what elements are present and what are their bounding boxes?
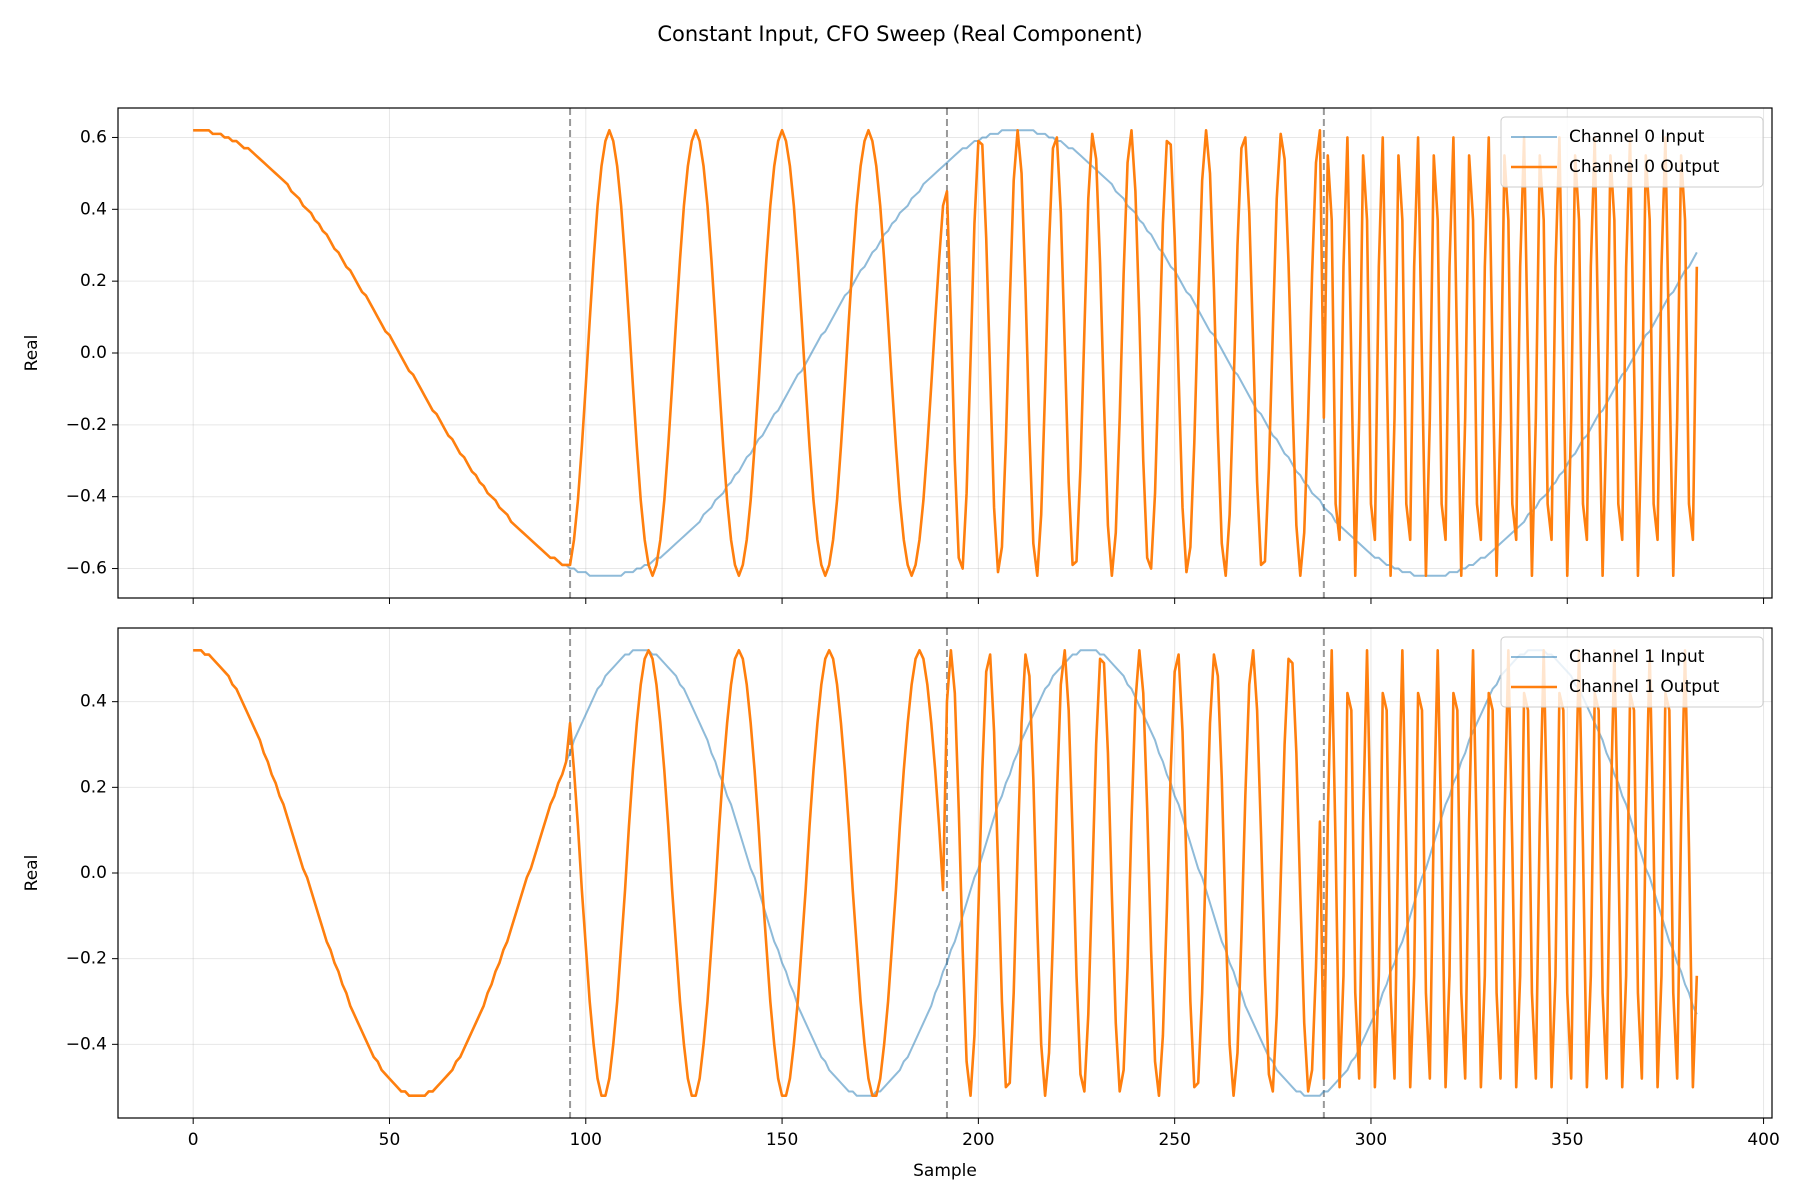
y-tick-label: −0.2 — [66, 949, 107, 969]
x-tick-label: 300 — [1355, 1130, 1387, 1150]
x-tick-label: 350 — [1551, 1130, 1583, 1150]
x-tick-label: 250 — [1158, 1130, 1190, 1150]
chart-title: Constant Input, CFO Sweep (Real Componen… — [657, 22, 1142, 46]
y-tick-label: −0.4 — [66, 1034, 107, 1054]
x-tick-label: 200 — [962, 1130, 994, 1150]
y-tick-label: −0.2 — [66, 415, 107, 435]
legend: Channel 0 Input Channel 0 Output — [1500, 116, 1764, 188]
y-axis-label: Real — [22, 335, 42, 372]
legend-label: Channel 1 Output — [1569, 677, 1720, 697]
x-tick-label: 400 — [1747, 1130, 1779, 1150]
x-tick-label: 0 — [188, 1130, 199, 1150]
y-tick-label: −0.4 — [66, 487, 107, 507]
legend: Channel 1 Input Channel 1 Output — [1500, 636, 1764, 708]
legend-label: Channel 1 Input — [1569, 647, 1705, 667]
x-tick-label: 100 — [570, 1130, 602, 1150]
y-tick-label: 0.0 — [80, 863, 107, 883]
y-tick-label: 0.4 — [80, 692, 107, 712]
x-tick-label: 150 — [766, 1130, 798, 1150]
legend-label: Channel 0 Output — [1569, 157, 1720, 177]
y-tick-label: 0.4 — [80, 199, 107, 219]
y-tick-label: 0.2 — [80, 271, 107, 291]
y-tick-label: 0.6 — [80, 127, 107, 147]
series-line — [193, 648, 1699, 1098]
axes-frame — [117, 627, 1773, 1119]
legend-label: Channel 0 Input — [1569, 127, 1705, 147]
x-axis-label: Sample — [913, 1161, 977, 1181]
legend-box — [1500, 636, 1764, 708]
y-tick-label: −0.6 — [66, 559, 107, 579]
x-tick-label: 50 — [379, 1130, 401, 1150]
y-axis-label: Real — [22, 855, 42, 892]
legend-box — [1500, 116, 1764, 188]
series-line — [193, 128, 1699, 578]
y-tick-label: 0.2 — [80, 777, 107, 797]
y-tick-label: 0.0 — [80, 343, 107, 363]
axes-frame — [117, 107, 1773, 599]
